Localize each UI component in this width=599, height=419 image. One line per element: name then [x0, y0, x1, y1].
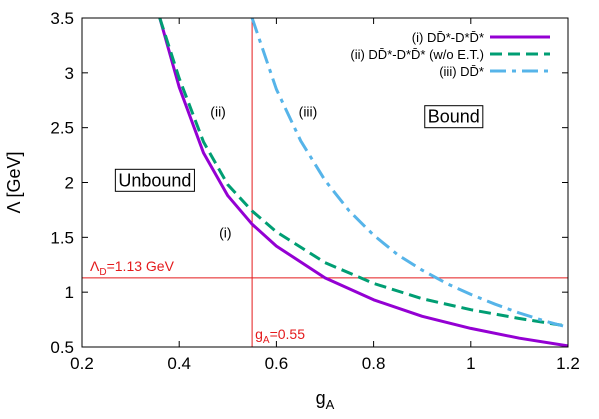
- region-label: Bound: [428, 107, 480, 127]
- y-tick-label: 2: [65, 174, 74, 193]
- x-tick-label: 0.4: [167, 354, 191, 373]
- tick-layer: 0.2 0.4 0.6 0.8 1 1.2 0.5 1 1.5 2 2.5 3 3.5: [50, 9, 579, 373]
- y-tick-label: 0.5: [50, 338, 74, 357]
- legend-label: (iii) DD̄*: [439, 64, 484, 79]
- vertical-reference-label: gA=0.55: [255, 326, 305, 346]
- curve-annotation: (i): [219, 224, 231, 240]
- x-tick-label: 0.2: [70, 354, 94, 373]
- horizontal-reference-label: ΛD=1.13 GeV: [90, 258, 175, 278]
- y-tick-label: 3.5: [50, 9, 74, 28]
- series-line-2: [158, 18, 568, 328]
- x-tick-label: 0.6: [265, 354, 289, 373]
- curve-annotation: (ii): [210, 104, 226, 120]
- y-tick-label: 1: [65, 283, 74, 302]
- x-tick-label: 1.2: [556, 354, 580, 373]
- region-label-box: [114, 168, 195, 192]
- y-axis-label: Λ [GeV]: [4, 151, 24, 213]
- legend: (i) DD̄*-D*D̄* (ii) DD̄*-D*D̄* (w/o E.T.)…: [350, 30, 550, 79]
- region-label: Unbound: [118, 170, 191, 190]
- x-tick-label: 1: [466, 354, 475, 373]
- series-layer: [158, 18, 568, 347]
- region-label-box: [424, 105, 484, 129]
- y-tick-label: 3: [65, 64, 74, 83]
- legend-label: (i) DD̄*-D*D̄*: [412, 30, 484, 45]
- y-tick-label: 1.5: [50, 228, 74, 247]
- series-line-1: [158, 18, 568, 347]
- x-tick-label: 0.8: [362, 354, 386, 373]
- y-tick-label: 2.5: [50, 119, 74, 138]
- annotation-layer: (ii) (iii) (i) Unbound Bound gA=0.55 ΛD=1.13 G…: [90, 104, 484, 346]
- series-line-3: [250, 18, 568, 329]
- x-axis-label: gA: [316, 388, 335, 412]
- curve-annotation: (iii): [299, 104, 318, 120]
- legend-label: (ii) DD̄*-D*D̄* (w/o E.T.): [350, 47, 484, 62]
